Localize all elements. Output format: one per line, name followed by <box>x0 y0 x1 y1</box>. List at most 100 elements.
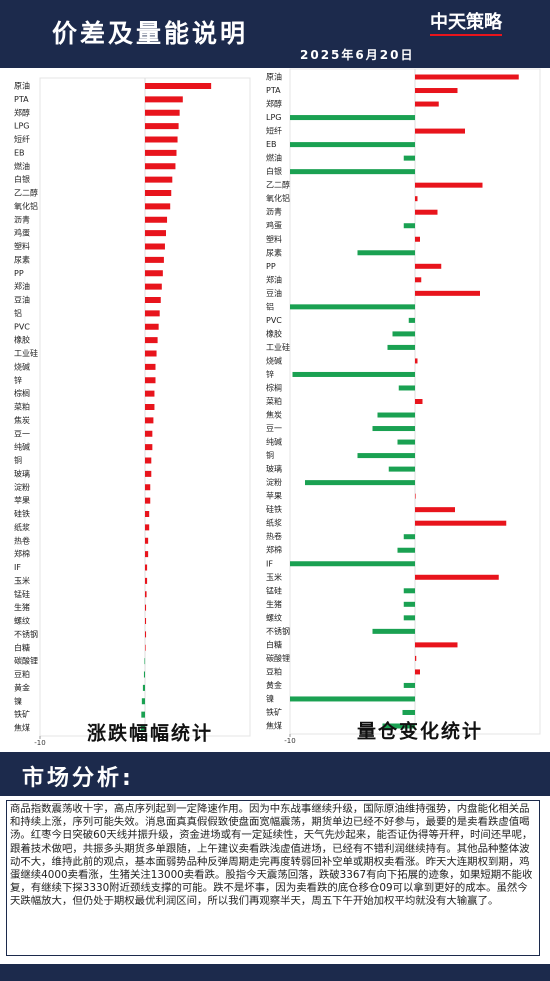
bar <box>145 430 153 437</box>
category-label: 氧化铝 <box>266 193 290 203</box>
category-label: 生猪 <box>266 599 282 609</box>
bar <box>145 256 164 263</box>
bar <box>145 457 152 464</box>
bar <box>408 317 415 323</box>
category-label: 乙二醇 <box>14 188 38 198</box>
bar <box>141 711 145 718</box>
bar <box>145 136 178 143</box>
bar <box>415 574 499 580</box>
bar <box>145 604 147 611</box>
chart-title: 涨跌幅幅统计 <box>87 722 213 745</box>
category-label: 燃油 <box>14 161 30 171</box>
category-label: PP <box>14 269 24 278</box>
bar <box>415 493 416 499</box>
bar <box>145 417 154 424</box>
bar <box>145 310 160 317</box>
bar <box>145 123 179 130</box>
bar <box>145 109 180 116</box>
category-label: 工业硅 <box>266 342 290 352</box>
category-label: 黄金 <box>266 680 282 690</box>
bar <box>415 277 422 283</box>
category-label: PP <box>266 262 276 271</box>
bar <box>145 564 148 571</box>
bar <box>145 243 165 250</box>
bar <box>145 363 156 370</box>
category-label: 铜 <box>266 450 274 460</box>
bar <box>357 250 415 256</box>
bar <box>145 524 150 531</box>
bar <box>403 615 415 621</box>
bar <box>145 497 151 504</box>
category-label: 白银 <box>266 166 282 176</box>
bar <box>372 426 415 432</box>
bar <box>415 263 442 269</box>
bar <box>145 190 172 196</box>
bar <box>415 182 483 188</box>
bar <box>145 404 155 410</box>
bar <box>382 723 415 729</box>
bar <box>290 169 415 175</box>
category-label: IF <box>14 563 21 572</box>
bar <box>415 128 465 134</box>
category-label: 白银 <box>14 174 30 184</box>
category-label: 苹果 <box>266 491 282 501</box>
bar <box>145 470 152 477</box>
bar <box>398 385 415 391</box>
category-label: 铜 <box>14 455 22 465</box>
category-label: 工业硅 <box>14 348 38 358</box>
x-tick-label: -10 <box>284 737 295 745</box>
category-label: EB <box>266 140 277 149</box>
bar <box>145 577 148 584</box>
category-label: 橡胶 <box>266 328 282 338</box>
category-label: 锰硅 <box>14 589 30 599</box>
category-label: 豆油 <box>266 288 282 298</box>
bar <box>290 142 415 148</box>
category-label: 白糖 <box>14 642 30 652</box>
bar <box>397 547 415 553</box>
category-label: 纯碱 <box>14 442 30 452</box>
logo: 中天策略 <box>430 8 502 36</box>
bar <box>392 331 415 337</box>
category-label: 焦煤 <box>266 721 282 731</box>
category-label: 豆粕 <box>14 669 30 679</box>
bar <box>142 684 145 691</box>
category-label: 玉米 <box>14 575 30 585</box>
category-label: 郑棉 <box>266 545 282 555</box>
category-label: 郑油 <box>14 281 30 291</box>
category-label: 黄金 <box>14 682 30 692</box>
bar <box>402 709 415 715</box>
category-label: 焦炭 <box>266 410 282 420</box>
category-label: 玻璃 <box>14 468 30 478</box>
bar <box>145 644 146 651</box>
chart-title: 量仓变化统计 <box>357 720 483 743</box>
category-label: 短纤 <box>14 134 30 144</box>
category-label: 棕榈 <box>266 382 282 392</box>
x-tick-label: -10 <box>34 739 45 747</box>
bar <box>145 484 151 491</box>
bar <box>145 618 147 624</box>
category-label: 苹果 <box>14 495 30 505</box>
category-label: 菜粕 <box>14 402 30 412</box>
date: 2025年6月20日 <box>300 48 415 62</box>
bar <box>145 537 149 544</box>
category-label: 烧碱 <box>14 361 30 371</box>
bar <box>290 561 415 567</box>
bar <box>141 698 145 705</box>
category-label: 焦炭 <box>14 415 30 425</box>
category-label: 郑醇 <box>14 107 30 117</box>
category-label: IF <box>266 559 273 568</box>
bar <box>145 631 147 638</box>
category-label: 镍 <box>14 696 22 706</box>
category-label: 铁矿 <box>14 709 30 719</box>
category-label: 焦煤 <box>14 723 30 733</box>
bar <box>145 216 168 223</box>
category-label: 郑油 <box>266 274 282 284</box>
category-label: 乙二醇 <box>266 180 290 190</box>
category-label: 硅铁 <box>14 509 30 519</box>
category-label: 原油 <box>266 72 282 82</box>
category-label: 不锈钢 <box>14 629 38 639</box>
bar <box>388 466 415 472</box>
bar <box>387 344 415 350</box>
